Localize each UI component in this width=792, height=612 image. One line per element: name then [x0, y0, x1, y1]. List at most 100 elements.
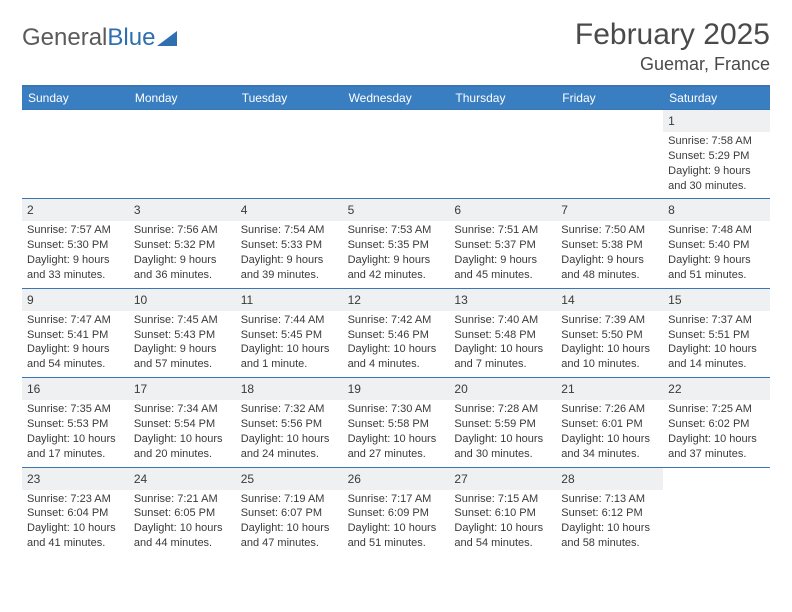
sunset-text: Sunset: 6:01 PM	[561, 417, 658, 432]
daylight-text: Daylight: 10 hours	[348, 342, 445, 357]
day-number: 13	[454, 293, 467, 307]
daylight-text: Daylight: 10 hours	[241, 521, 338, 536]
daylight-text: Daylight: 9 hours	[668, 253, 765, 268]
calendar-day: 27Sunrise: 7:15 AMSunset: 6:10 PMDayligh…	[449, 468, 556, 556]
day-info: Sunrise: 7:54 AMSunset: 5:33 PMDaylight:…	[241, 223, 338, 282]
sunrise-text: Sunrise: 7:47 AM	[27, 313, 124, 328]
sunset-text: Sunset: 5:51 PM	[668, 328, 765, 343]
day-number-row: 10	[129, 289, 236, 311]
sunrise-text: Sunrise: 7:42 AM	[348, 313, 445, 328]
day-number-row: 28	[556, 468, 663, 490]
sunset-text: Sunset: 5:38 PM	[561, 238, 658, 253]
sunset-text: Sunset: 5:59 PM	[454, 417, 551, 432]
sunset-text: Sunset: 6:07 PM	[241, 506, 338, 521]
calendar-day: 24 Sunrise: 7:21 AMSunset: 6:05 PMDayligh…	[129, 468, 236, 556]
calendar-day: 26Sunrise: 7:17 AMSunset: 6:09 PMDayligh…	[343, 468, 450, 556]
day-number: 9	[27, 293, 34, 307]
calendar-empty	[449, 110, 556, 198]
sunrise-text: Sunrise: 7:17 AM	[348, 492, 445, 507]
day-number-row: 18	[236, 378, 343, 400]
sunrise-text: Sunrise: 7:26 AM	[561, 402, 658, 417]
day-info: Sunrise: 7:40 AMSunset: 5:48 PMDaylight:…	[454, 313, 551, 372]
header: GeneralBlue February 2025 Guemar, France	[22, 18, 770, 75]
calendar-day: 3Sunrise: 7:56 AMSunset: 5:32 PMDaylight…	[129, 199, 236, 287]
day-number: 7	[561, 203, 568, 217]
daylight-text: and 45 minutes.	[454, 268, 551, 283]
daylight-text: and 14 minutes.	[668, 357, 765, 372]
day-number: 14	[561, 293, 574, 307]
calendar-day: 8Sunrise: 7:48 AMSunset: 5:40 PMDaylight…	[663, 199, 770, 287]
sunset-text: Sunset: 5:48 PM	[454, 328, 551, 343]
day-info: Sunrise: 7:26 AMSunset: 6:01 PMDaylight:…	[561, 402, 658, 461]
calendar-day: 11Sunrise: 7:44 AMSunset: 5:45 PMDayligh…	[236, 289, 343, 377]
daylight-text: and 30 minutes.	[454, 447, 551, 462]
daylight-text: Daylight: 9 hours	[134, 253, 231, 268]
day-number: 26	[348, 472, 361, 486]
dow-saturday: Saturday	[663, 87, 770, 109]
day-number: 24	[134, 472, 147, 486]
calendar-day: 9 Sunrise: 7:47 AMSunset: 5:41 PMDaylight…	[22, 289, 129, 377]
daylight-text: and 20 minutes.	[134, 447, 231, 462]
day-info: Sunrise: 7:51 AMSunset: 5:37 PMDaylight:…	[454, 223, 551, 282]
daylight-text: Daylight: 10 hours	[561, 432, 658, 447]
sunset-text: Sunset: 6:09 PM	[348, 506, 445, 521]
day-info: Sunrise: 7:28 AMSunset: 5:59 PMDaylight:…	[454, 402, 551, 461]
day-info: Sunrise: 7:21 AMSunset: 6:05 PMDaylight:…	[134, 492, 231, 551]
calendar-day: 22Sunrise: 7:25 AMSunset: 6:02 PMDayligh…	[663, 378, 770, 466]
calendar-day: 12Sunrise: 7:42 AMSunset: 5:46 PMDayligh…	[343, 289, 450, 377]
calendar-day: 19Sunrise: 7:30 AMSunset: 5:58 PMDayligh…	[343, 378, 450, 466]
dow-friday: Friday	[556, 87, 663, 109]
sunrise-text: Sunrise: 7:51 AM	[454, 223, 551, 238]
day-info: Sunrise: 7:53 AMSunset: 5:35 PMDaylight:…	[348, 223, 445, 282]
calendar-day: 2Sunrise: 7:57 AMSunset: 5:30 PMDaylight…	[22, 199, 129, 287]
daylight-text: and 1 minute.	[241, 357, 338, 372]
calendar-day: 4Sunrise: 7:54 AMSunset: 5:33 PMDaylight…	[236, 199, 343, 287]
daylight-text: Daylight: 10 hours	[454, 521, 551, 536]
daylight-text: and 51 minutes.	[348, 536, 445, 551]
daylight-text: Daylight: 9 hours	[561, 253, 658, 268]
day-number-row: 11	[236, 289, 343, 311]
sunset-text: Sunset: 5:35 PM	[348, 238, 445, 253]
brand-part1: General	[22, 24, 107, 52]
calendar-empty	[343, 110, 450, 198]
daylight-text: Daylight: 10 hours	[668, 342, 765, 357]
sunset-text: Sunset: 5:56 PM	[241, 417, 338, 432]
calendar: Sunday Monday Tuesday Wednesday Thursday…	[22, 85, 770, 556]
daylight-text: Daylight: 9 hours	[27, 253, 124, 268]
day-info: Sunrise: 7:39 AMSunset: 5:50 PMDaylight:…	[561, 313, 658, 372]
dow-thursday: Thursday	[449, 87, 556, 109]
calendar-empty	[129, 110, 236, 198]
day-info: Sunrise: 7:58 AMSunset: 5:29 PMDaylight:…	[668, 134, 765, 193]
day-number: 19	[348, 382, 361, 396]
daylight-text: and 10 minutes.	[561, 357, 658, 372]
day-number-row: 24	[129, 468, 236, 490]
daylight-text: and 42 minutes.	[348, 268, 445, 283]
daylight-text: and 30 minutes.	[668, 179, 765, 194]
sunrise-text: Sunrise: 7:56 AM	[134, 223, 231, 238]
day-number: 17	[134, 382, 147, 396]
brand-logo: GeneralBlue	[22, 18, 179, 52]
month-title: February 2025	[575, 18, 770, 52]
day-number-row: 4	[236, 199, 343, 221]
day-info: Sunrise: 7:23 AMSunset: 6:04 PMDaylight:…	[27, 492, 124, 551]
calendar-day: 7 Sunrise: 7:50 AMSunset: 5:38 PMDaylight…	[556, 199, 663, 287]
sunset-text: Sunset: 5:30 PM	[27, 238, 124, 253]
day-info: Sunrise: 7:32 AMSunset: 5:56 PMDaylight:…	[241, 402, 338, 461]
day-number: 27	[454, 472, 467, 486]
daylight-text: Daylight: 10 hours	[668, 432, 765, 447]
sunset-text: Sunset: 5:58 PM	[348, 417, 445, 432]
calendar-body: 1Sunrise: 7:58 AMSunset: 5:29 PMDaylight…	[22, 109, 770, 556]
calendar-day: 20Sunrise: 7:28 AMSunset: 5:59 PMDayligh…	[449, 378, 556, 466]
calendar-day: 14 Sunrise: 7:39 AMSunset: 5:50 PMDayligh…	[556, 289, 663, 377]
day-number: 5	[348, 203, 355, 217]
sunrise-text: Sunrise: 7:50 AM	[561, 223, 658, 238]
sunset-text: Sunset: 5:33 PM	[241, 238, 338, 253]
day-number: 11	[241, 293, 253, 307]
day-number-row: 14	[556, 289, 663, 311]
daylight-text: and 48 minutes.	[561, 268, 658, 283]
sunrise-text: Sunrise: 7:44 AM	[241, 313, 338, 328]
sunset-text: Sunset: 5:41 PM	[27, 328, 124, 343]
day-info: Sunrise: 7:47 AMSunset: 5:41 PMDaylight:…	[27, 313, 124, 372]
calendar-empty	[236, 110, 343, 198]
calendar-day: 21Sunrise: 7:26 AMSunset: 6:01 PMDayligh…	[556, 378, 663, 466]
